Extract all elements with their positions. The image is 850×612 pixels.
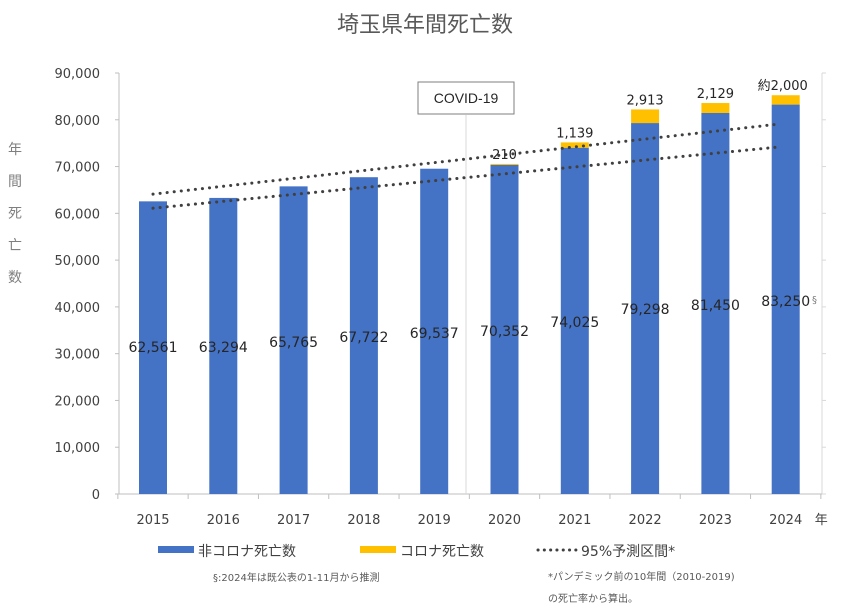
bar-non-covid	[349, 177, 378, 494]
bar-value-label: 70,352	[480, 324, 529, 340]
legend-swatch-covid	[360, 546, 396, 553]
x-tick-label: 2021	[558, 513, 591, 528]
y-axis-label: 年間死亡数	[8, 142, 22, 286]
y-axis-label-char: 年	[8, 142, 22, 158]
covid-value-label: 1,139	[556, 126, 593, 141]
bar-value-label: 63,294	[199, 340, 248, 356]
covid-annotation-text: COVID-19	[434, 90, 499, 106]
bar-covid	[490, 163, 519, 165]
note-prediction-basis-1: *パンデミック前の10年間（2010-2019)	[548, 570, 735, 583]
bar-value-label: 81,450	[691, 298, 740, 314]
bar-value-label: 79,298	[621, 302, 670, 318]
y-tick-label: 10,000	[55, 441, 101, 456]
bar-non-covid	[631, 123, 660, 494]
covid-value-label: 2,913	[626, 93, 663, 108]
x-tick-label: 2024	[769, 513, 802, 528]
legend-swatch-non-covid	[158, 546, 194, 553]
legend-label-covid: コロナ死亡数	[400, 544, 484, 560]
prediction-line-upper	[151, 122, 782, 196]
y-axis-label-char: 亡	[8, 238, 22, 254]
bar-value-label: 67,722	[339, 330, 388, 346]
y-tick-label: 0	[92, 488, 100, 503]
y-tick-label: 80,000	[55, 114, 101, 129]
bar-covid	[631, 109, 660, 124]
bar-non-covid	[771, 104, 800, 494]
bar-value-label: 74,025	[550, 315, 599, 331]
covid-annotation-box	[417, 81, 515, 115]
covid-value-label: 210	[492, 148, 517, 163]
legend: 非コロナ死亡数 コロナ死亡数 95%予測区間* §:2024年は既公表の1-11…	[158, 544, 735, 605]
note-prediction-basis-2: の死亡率から算出。	[548, 592, 638, 605]
bar-non-covid	[490, 164, 519, 494]
y-tick-label: 40,000	[55, 301, 101, 316]
covid-value-labels: 210 1,139 2,913 2,129 約2,000	[492, 79, 808, 163]
chart-title: 埼玉県年間死亡数	[337, 13, 513, 38]
bar-value-label: 65,765	[269, 335, 318, 351]
covid-value-label: 約2,000	[758, 79, 808, 94]
x-tick-label: 2018	[347, 513, 380, 528]
x-ticks: 2015 2016 2017 2018 2019 2020 2021 2022 2023 2024…	[117, 494, 828, 528]
x-tick-label: 2017	[277, 513, 310, 528]
bar-non-covid	[420, 168, 449, 494]
x-axis-unit: 年	[815, 513, 828, 528]
x-tick-label: 2020	[488, 513, 521, 528]
x-tick-label: 2022	[629, 513, 662, 528]
y-axis-label-char: 数	[8, 270, 22, 286]
y-axis-label-char: 死	[8, 206, 22, 222]
bar-non-covid	[209, 197, 238, 494]
bar-non-covid	[279, 186, 308, 494]
bar-value-label: 69,537	[410, 326, 459, 342]
bar-value-label: 83,250	[761, 294, 810, 310]
y-tick-label: 30,000	[55, 348, 101, 363]
y-tick-label: 50,000	[55, 254, 101, 269]
legend-label-prediction: 95%予測区間*	[581, 544, 675, 560]
x-tick-label: 2019	[418, 513, 451, 528]
y-tick-label: 60,000	[55, 207, 101, 222]
x-tick-label: 2016	[207, 513, 240, 528]
bars	[139, 95, 800, 495]
covid-value-label: 2,129	[697, 87, 734, 102]
legend-label-non-covid: 非コロナ死亡数	[198, 544, 296, 560]
prediction-interval-lines	[151, 122, 782, 210]
x-tick-label: 2023	[699, 513, 732, 528]
secondary-y-ticks	[822, 72, 826, 495]
bar-value-labels: 62,561 63,294 65,765 67,722 69,537 70,352 74,0…	[129, 294, 811, 356]
bar-covid	[701, 103, 730, 113]
covid-annotation: COVID-19	[417, 81, 515, 115]
bar-non-covid	[139, 201, 167, 494]
x-tick-label: 2015	[136, 513, 169, 528]
prediction-line-lower	[151, 145, 782, 210]
bar-covid	[771, 95, 800, 105]
bar-non-covid	[560, 147, 589, 495]
section-mark: §	[812, 295, 817, 306]
bar-non-covid	[701, 112, 730, 495]
y-tick-label: 90,000	[55, 67, 101, 82]
bar-value-label: 62,561	[129, 340, 178, 356]
y-tick-label: 20,000	[55, 394, 101, 409]
note-2024-estimate: §:2024年は既公表の1-11月から推測	[213, 571, 380, 584]
y-tick-label: 70,000	[55, 161, 101, 176]
y-axis-label-char: 間	[8, 174, 22, 190]
bar-covid	[560, 142, 589, 148]
y-ticks: 0 10,000 20,000 30,000 40,000 50,000 60,000 70,…	[55, 67, 119, 503]
